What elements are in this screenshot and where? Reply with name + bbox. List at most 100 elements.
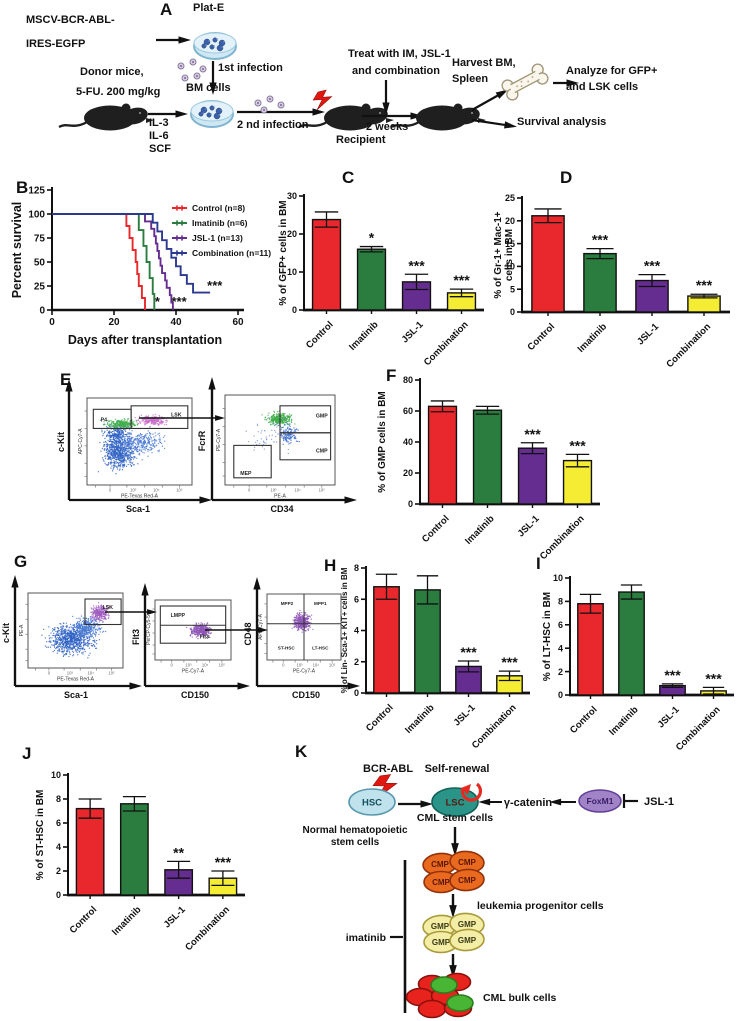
svg-text:20: 20	[108, 317, 120, 328]
svg-text:LMPP: LMPP	[171, 613, 186, 619]
text-harvest-line1: Harvest BM,	[452, 57, 516, 69]
svg-text:Combination (n=11): Combination (n=11)	[192, 248, 271, 258]
svg-text:0: 0	[56, 890, 61, 900]
svg-text:8: 8	[56, 794, 61, 804]
svg-text:25: 25	[34, 281, 46, 292]
svg-text:0: 0	[354, 688, 359, 698]
svg-text:0: 0	[49, 317, 55, 328]
svg-text:10⁴: 10⁴	[313, 663, 320, 668]
text-plasmid-line1: MSCV-BCR-ABL-	[26, 14, 115, 26]
panel-label-c: C	[342, 168, 355, 187]
svg-text:4: 4	[354, 626, 359, 636]
svg-text:0: 0	[39, 305, 45, 316]
text-scf: SCF	[149, 143, 171, 155]
svg-text:10⁵: 10⁵	[108, 671, 115, 676]
text-analyze-line2: and LSK cells	[566, 81, 639, 93]
svg-text:JSL-1: JSL-1	[162, 904, 189, 931]
svg-text:CD150: CD150	[181, 690, 209, 700]
svg-text:***: ***	[592, 232, 609, 248]
svg-text:20: 20	[505, 216, 515, 226]
panel-label-d: D	[560, 168, 573, 187]
svg-text:5: 5	[510, 284, 515, 294]
svg-text:MEP: MEP	[240, 471, 252, 477]
panel-label-k: K	[295, 742, 308, 761]
svg-text:2: 2	[558, 667, 563, 677]
svg-text:10³: 10³	[67, 671, 74, 676]
svg-text:*: *	[155, 294, 161, 309]
svg-text:25: 25	[505, 193, 515, 203]
svg-text:Percent survival: Percent survival	[10, 202, 24, 299]
svg-text:CD34: CD34	[270, 504, 293, 514]
svg-text:***: ***	[215, 854, 232, 870]
svg-text:*: *	[369, 230, 375, 246]
svg-text:JSL-1: JSL-1	[516, 513, 543, 540]
svg-text:***: ***	[460, 644, 477, 660]
svg-text:Imatinib (n=6): Imatinib (n=6)	[192, 218, 248, 228]
svg-text:HSC: HSC	[362, 797, 382, 808]
svg-text:FoxM1: FoxM1	[587, 796, 614, 806]
svg-text:10⁴: 10⁴	[202, 663, 209, 668]
svg-text:c-Kit: c-Kit	[56, 432, 66, 452]
flow-cytometry-panel-g: Sca-1 c-Kit 0 10³ 10⁴ 10⁵ PE-Texas Red-A PE-A LS…	[1, 574, 361, 700]
svg-text:% of GMP cells in BM: % of GMP cells in BM	[377, 391, 388, 493]
svg-text:ST-HSC: ST-HSC	[278, 645, 296, 650]
svg-text:Control (n=8): Control (n=8)	[192, 203, 245, 213]
svg-text:10³: 10³	[130, 488, 137, 493]
text-plasmid-line2: IRES-EGFP	[26, 38, 86, 50]
svg-text:***: ***	[207, 278, 223, 293]
svg-text:Imatinib: Imatinib	[463, 513, 497, 547]
svg-text:60: 60	[403, 406, 413, 416]
svg-text:Combination: Combination	[664, 321, 713, 370]
text-donor-line2: 5-FU. 200 mg/kg	[76, 86, 161, 98]
svg-text:% of Lin- Sca-1+ KIT+ cells in: % of Lin- Sca-1+ KIT+ cells in BM	[340, 567, 349, 693]
text-2nd-infection: 2 nd infection	[237, 119, 309, 131]
svg-text:JSL-1: JSL-1	[452, 702, 479, 729]
svg-text:0: 0	[109, 488, 112, 493]
svg-text:Combination: Combination	[422, 319, 471, 368]
svg-text:c-Kit: c-Kit	[1, 623, 11, 643]
svg-text:JSL-1 (n=13): JSL-1 (n=13)	[192, 233, 243, 243]
svg-text:Control: Control	[568, 704, 600, 736]
bar-chart-gfp-cells: 0 10 20 30 Control * Imatinib *** JSL-1 *** Combin…	[278, 191, 484, 368]
svg-text:0: 0	[282, 663, 285, 668]
svg-text:Flt3: Flt3	[131, 629, 141, 645]
panel-label-i: I	[536, 554, 541, 573]
svg-text:Sca-1: Sca-1	[64, 690, 88, 700]
svg-text:8: 8	[354, 563, 359, 573]
svg-text:CD48: CD48	[243, 622, 253, 645]
svg-text:80: 80	[403, 375, 413, 385]
text-treat-line2: and combination	[352, 65, 440, 77]
text-donor-line1: Donor mice,	[80, 66, 144, 78]
svg-text:Imatinib: Imatinib	[110, 904, 144, 938]
svg-text:10: 10	[553, 573, 563, 583]
text-treat-line1: Treat with IM, JSL-1	[348, 48, 451, 60]
text-survival-analysis: Survival analysis	[517, 116, 607, 128]
svg-text:***: ***	[524, 426, 541, 442]
svg-text:10: 10	[287, 267, 297, 277]
text-recipient: Recipient	[336, 134, 386, 146]
svg-text:CMP: CMP	[316, 449, 328, 455]
svg-text:γ-catenin: γ-catenin	[504, 797, 553, 809]
svg-text:FcrR: FcrR	[197, 430, 207, 451]
svg-text:Control: Control	[420, 513, 452, 545]
svg-text:Control: Control	[304, 319, 336, 351]
text-plat-e: Plat-E	[193, 2, 225, 14]
experiment-schematic	[58, 32, 580, 131]
svg-text:Combination: Combination	[183, 904, 232, 953]
svg-text:40: 40	[403, 437, 413, 447]
svg-text:LSC: LSC	[446, 797, 465, 808]
text-il3: IL-3	[149, 117, 169, 129]
svg-text:Days after transplantation: Days after transplantation	[68, 333, 222, 347]
svg-text:GMP: GMP	[316, 414, 328, 420]
svg-text:Normal hematopoietic: Normal hematopoietic	[302, 825, 407, 836]
svg-text:8: 8	[558, 597, 563, 607]
svg-text:Flt3-: Flt3-	[200, 634, 211, 640]
svg-text:% of ST-HSC in BM: % of ST-HSC in BM	[35, 790, 46, 881]
svg-text:75: 75	[34, 233, 46, 244]
panel-label-f: F	[386, 366, 397, 385]
svg-text:***: ***	[705, 670, 722, 686]
svg-text:0: 0	[48, 671, 51, 676]
svg-text:10³: 10³	[185, 663, 192, 668]
